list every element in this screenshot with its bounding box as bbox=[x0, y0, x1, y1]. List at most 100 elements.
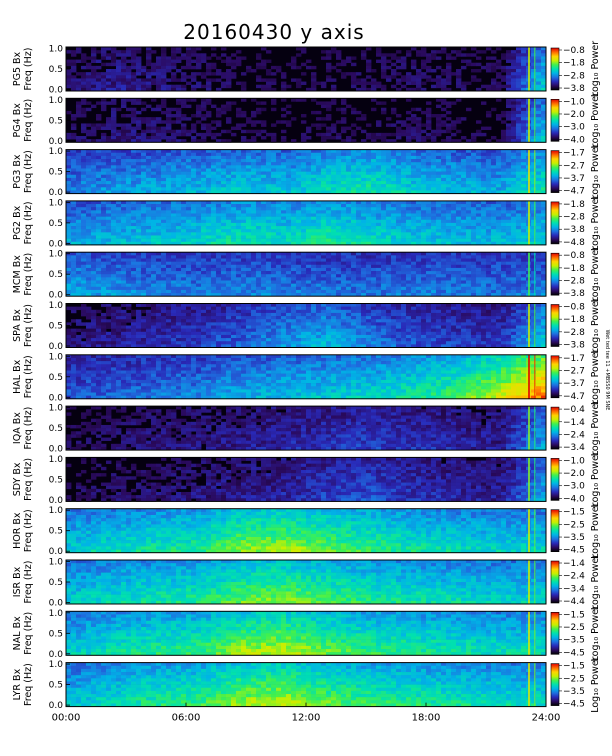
spectrogram-cell bbox=[456, 213, 461, 216]
spectrogram-cell bbox=[266, 226, 271, 229]
spectrogram-cell bbox=[136, 66, 141, 69]
spectrogram-cell bbox=[131, 271, 136, 274]
spectrogram-cell bbox=[531, 60, 536, 63]
spectrogram-cell bbox=[311, 239, 316, 242]
spectrogram-cell bbox=[181, 114, 186, 117]
spectrogram-cell bbox=[151, 280, 156, 283]
spectrogram-cell bbox=[491, 159, 496, 162]
spectrogram-cell bbox=[446, 63, 451, 66]
spectrogram-cell bbox=[331, 290, 336, 293]
spectrogram-cell bbox=[291, 232, 296, 235]
spectrogram-cell bbox=[406, 172, 411, 175]
spectrogram-cell bbox=[106, 262, 111, 265]
spectrogram-cell bbox=[131, 159, 136, 162]
spectrogram-cell bbox=[241, 255, 246, 258]
spectrogram-cell bbox=[256, 226, 261, 229]
spectrogram-cell bbox=[296, 78, 301, 81]
spectrogram-cell bbox=[141, 284, 146, 287]
spectrogram-cell bbox=[156, 223, 161, 226]
spectrogram-cell bbox=[106, 268, 111, 271]
spectrogram-cell bbox=[316, 150, 321, 153]
spectrogram-cell bbox=[326, 105, 331, 108]
spectrogram-cell bbox=[281, 98, 286, 101]
spectrogram-cell bbox=[466, 210, 471, 213]
spectrogram-cell bbox=[206, 255, 211, 258]
spectrogram-cell bbox=[351, 201, 356, 204]
spectrogram-cell bbox=[366, 165, 371, 168]
spectrogram-cell bbox=[161, 168, 166, 171]
spectrogram-cell bbox=[496, 232, 501, 235]
spectrogram-cell bbox=[441, 184, 446, 187]
spectrogram-cell bbox=[176, 56, 181, 59]
spectrogram-cell bbox=[146, 271, 151, 274]
spectrogram-cell bbox=[186, 229, 191, 232]
spectrogram-cell bbox=[96, 187, 101, 190]
spectrogram-cell bbox=[536, 117, 541, 120]
spectrogram-cell bbox=[346, 172, 351, 175]
spectrogram-cell bbox=[156, 232, 161, 235]
spectrogram-cell bbox=[361, 223, 366, 226]
spectrogram-cell bbox=[406, 117, 411, 120]
spectrogram-cell bbox=[141, 210, 146, 213]
spectrogram-cell bbox=[246, 271, 251, 274]
spectrogram-cell bbox=[81, 172, 86, 175]
spectrogram-cell bbox=[126, 75, 131, 78]
spectrogram-cell bbox=[291, 252, 296, 255]
spectrogram-cell bbox=[226, 117, 231, 120]
spectrogram-cell bbox=[116, 255, 121, 258]
spectrogram-cell bbox=[316, 274, 321, 277]
spectrogram-cell bbox=[501, 235, 506, 238]
spectrogram-cell bbox=[291, 162, 296, 165]
spectrogram-cell bbox=[171, 114, 176, 117]
spectrogram-cell bbox=[286, 175, 291, 178]
spectrogram-cell bbox=[516, 165, 521, 168]
spectrogram-cell bbox=[216, 229, 221, 232]
spectrogram-cell bbox=[246, 280, 251, 283]
spectrogram-cell bbox=[166, 201, 171, 204]
spectrogram-cell bbox=[131, 114, 136, 117]
spectrogram-cell bbox=[301, 172, 306, 175]
spectrogram-cell bbox=[311, 235, 316, 238]
spectrogram-cell bbox=[456, 162, 461, 165]
spectrogram-cell bbox=[226, 172, 231, 175]
spectrogram-cell bbox=[141, 220, 146, 223]
spectrogram-cell bbox=[96, 117, 101, 120]
spectrogram-cell bbox=[476, 178, 481, 181]
spectrogram-cell bbox=[531, 229, 536, 232]
spectrogram-cell bbox=[166, 127, 171, 130]
spectrogram-cell bbox=[466, 229, 471, 232]
spectrogram-cell bbox=[481, 178, 486, 181]
spectrogram-cell bbox=[421, 159, 426, 162]
spectrogram-cell bbox=[236, 226, 241, 229]
spectrogram-cell bbox=[141, 268, 146, 271]
spectrogram-cell bbox=[141, 213, 146, 216]
spectrogram-cell bbox=[241, 284, 246, 287]
spectrogram-cell bbox=[131, 255, 136, 258]
spectrogram-cell bbox=[216, 78, 221, 81]
spectrogram-cell bbox=[101, 271, 106, 274]
spectrogram-cell bbox=[516, 111, 521, 114]
spectrogram-cell bbox=[521, 178, 526, 181]
spectrogram-cell bbox=[206, 98, 211, 101]
spectrogram-cell bbox=[456, 98, 461, 101]
spectrogram-cell bbox=[231, 60, 236, 63]
spectrogram-cell bbox=[336, 120, 341, 123]
spectrogram-cell bbox=[296, 265, 301, 268]
spectrogram-cell bbox=[311, 178, 316, 181]
spectrogram-cell bbox=[511, 120, 516, 123]
spectrogram-cell bbox=[311, 274, 316, 277]
spectrogram-cell bbox=[461, 210, 466, 213]
spectrogram-cell bbox=[351, 235, 356, 238]
spectrogram-cell bbox=[131, 120, 136, 123]
spectrogram-cell bbox=[361, 226, 366, 229]
spectrogram-cell bbox=[171, 252, 176, 255]
spectrogram-cell bbox=[176, 204, 181, 207]
spectrogram-cell bbox=[151, 136, 156, 139]
spectrogram-cell bbox=[131, 162, 136, 165]
colorbar-tick-label: −1.8 bbox=[563, 200, 585, 210]
spectrogram-cell bbox=[311, 258, 316, 261]
spectrogram-cell bbox=[226, 232, 231, 235]
spectrogram-cell bbox=[131, 265, 136, 268]
spectrogram-cell bbox=[91, 204, 96, 207]
spectrogram-cell bbox=[76, 72, 81, 75]
